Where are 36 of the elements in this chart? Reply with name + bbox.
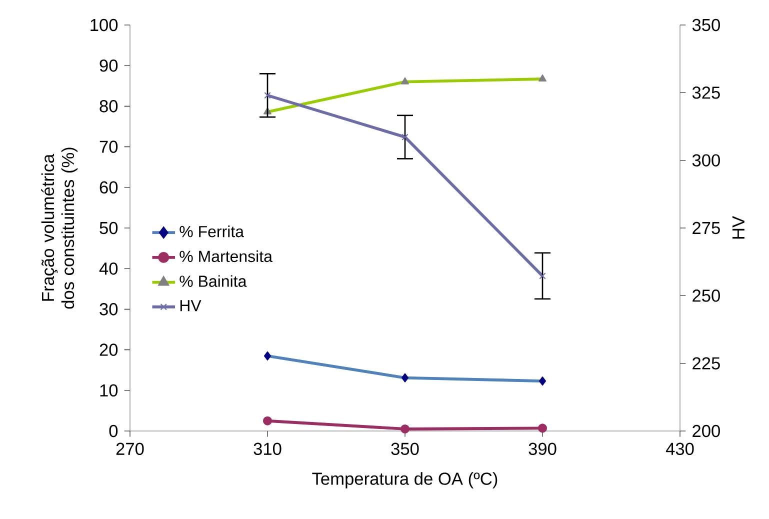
- y-tick-label: 90: [100, 59, 118, 72]
- y-tick-label: 80: [100, 100, 118, 112]
- y2-tick-label: 200: [692, 424, 720, 438]
- point: [538, 424, 548, 433]
- x-tick-label: 310: [254, 442, 282, 456]
- legend-label: HV: [180, 300, 202, 312]
- y-tick-label: 40: [99, 262, 118, 275]
- y-axis-title: Fração volumétrica dos constituintes (%): [41, 148, 78, 309]
- y-tick-label: 20: [100, 344, 118, 356]
- point: [262, 416, 272, 426]
- y-tick-label: 50: [100, 222, 118, 234]
- y-tick-label: 0: [109, 424, 118, 438]
- y2-tick-label: 300: [692, 154, 720, 166]
- point: [402, 134, 408, 140]
- legend-label: % Ferrita: [180, 225, 244, 238]
- legend-label: % Martensita: [180, 250, 272, 262]
- point: [539, 272, 546, 280]
- x-axis-title: Temperatura de OA (ºC): [312, 472, 498, 488]
- y-tick-label: 70: [100, 140, 118, 153]
- x-tick-label: 390: [528, 442, 556, 456]
- point: [400, 424, 410, 434]
- y-tick-label: 100: [90, 18, 118, 32]
- legend-label: % Bainita: [180, 275, 247, 287]
- x-tick-label: 270: [116, 442, 144, 456]
- y2-tick-label: 350: [692, 18, 720, 32]
- y2-tick-label: 225: [692, 357, 720, 370]
- y-tick-label: 30: [100, 303, 118, 316]
- point: [264, 92, 271, 99]
- x-tick-label: 430: [666, 442, 694, 456]
- y2-tick-label: 250: [692, 290, 720, 302]
- y2-tick-label: 275: [692, 222, 720, 234]
- y2-axis-title: HV: [732, 216, 744, 239]
- y-tick-label: 60: [100, 181, 118, 194]
- x-tick-label: 350: [391, 442, 419, 456]
- y-tick-label: 10: [100, 384, 118, 397]
- y2-tick-label: 325: [692, 86, 720, 99]
